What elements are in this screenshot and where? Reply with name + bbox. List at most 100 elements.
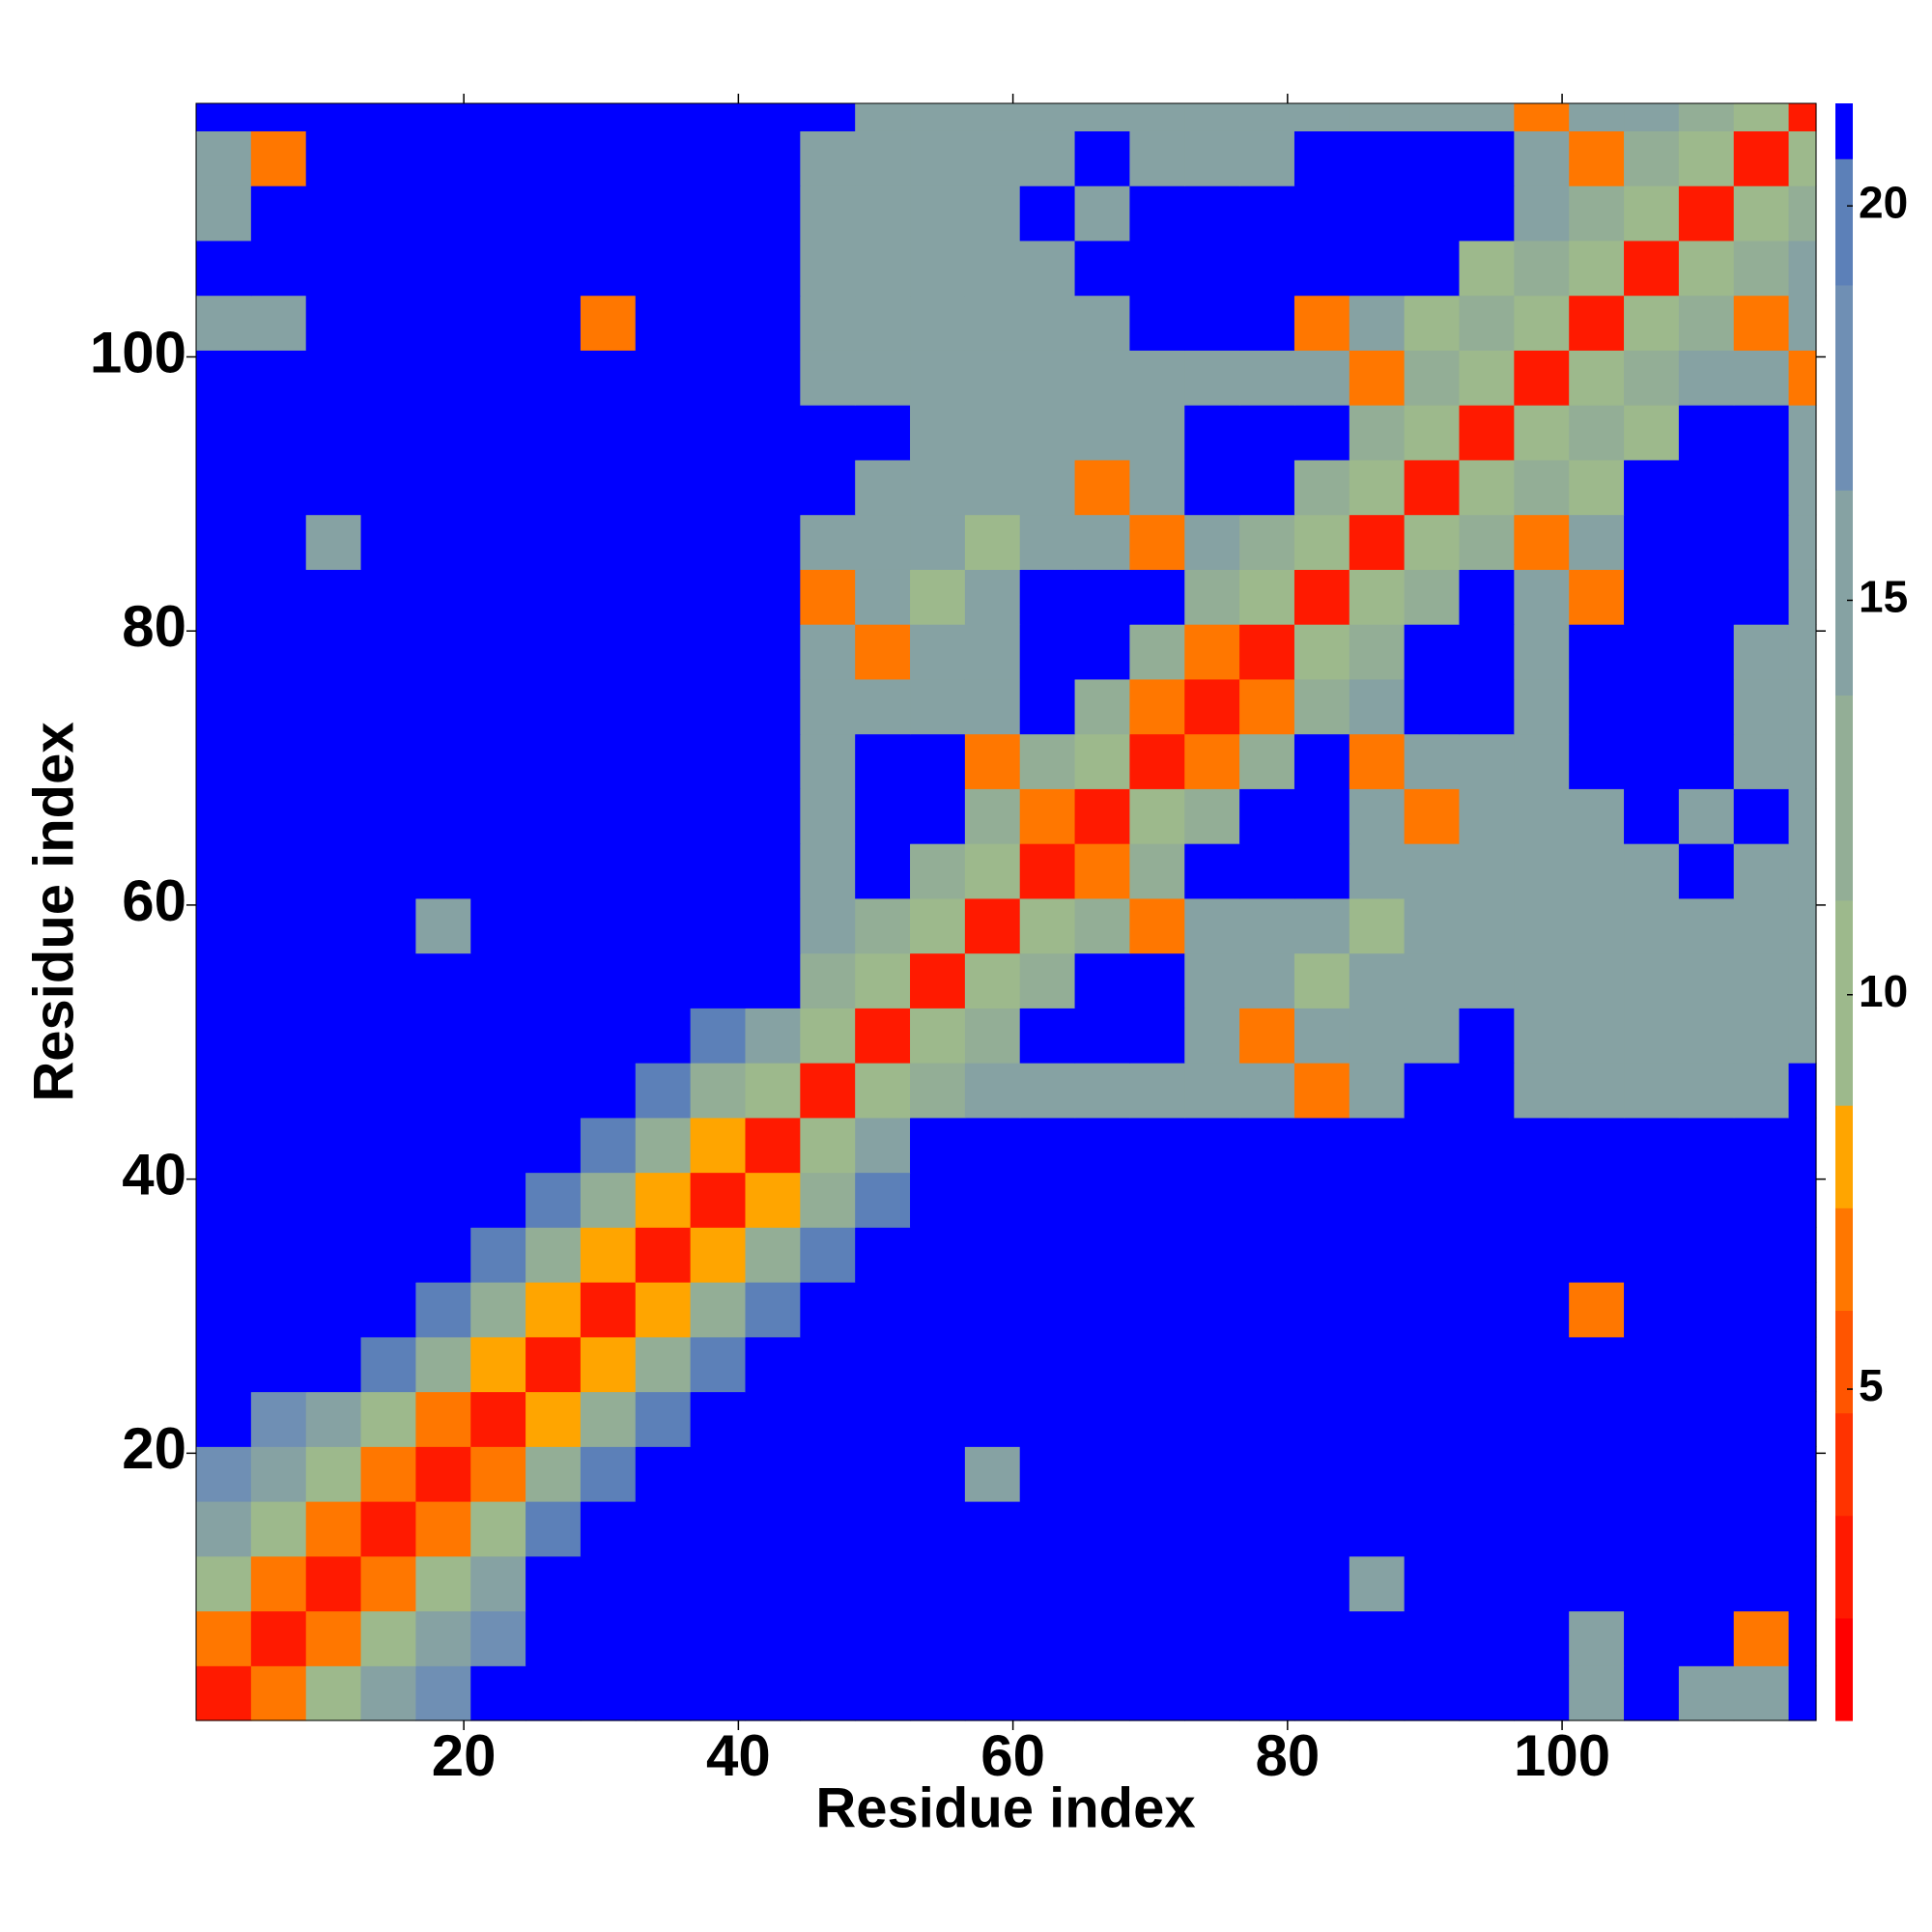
heatmap-cell — [1788, 952, 1817, 1009]
heatmap-cell — [1788, 569, 1817, 625]
heatmap-cell — [250, 350, 307, 406]
colorbar-band — [1835, 158, 1853, 286]
heatmap-cell — [1569, 459, 1625, 516]
heatmap-cell — [305, 103, 362, 131]
heatmap-cell — [1019, 952, 1076, 1009]
heatmap-cell — [1074, 185, 1131, 242]
heatmap-cell — [470, 459, 526, 516]
heatmap-cell — [250, 1172, 307, 1228]
heatmap-cell — [800, 678, 856, 735]
heatmap-cell — [1074, 1610, 1131, 1666]
heatmap-cell — [305, 405, 362, 461]
heatmap-cell — [1293, 1391, 1350, 1447]
heatmap-cell — [1074, 1336, 1131, 1393]
heatmap-cell — [360, 678, 416, 735]
heatmap-cell — [415, 103, 471, 131]
heatmap-cell — [1184, 1501, 1240, 1557]
heatmap-cell — [360, 1446, 416, 1502]
heatmap-cell — [1459, 788, 1515, 844]
heatmap-cell — [1129, 1117, 1185, 1174]
heatmap-cell — [1514, 1501, 1570, 1557]
heatmap-cell — [250, 733, 307, 789]
heatmap-cell — [1624, 240, 1680, 297]
heatmap-cell — [415, 459, 471, 516]
heatmap-cell — [910, 843, 966, 899]
heatmap-cell — [250, 1555, 307, 1612]
heatmap-cell — [1239, 130, 1295, 186]
heatmap-cell — [1129, 843, 1185, 899]
heatmap-cell — [250, 952, 307, 1009]
heatmap-cell — [305, 459, 362, 516]
colorbar-band — [1835, 284, 1853, 491]
heatmap-cell — [526, 1172, 582, 1228]
heatmap-cell — [635, 788, 692, 844]
heatmap-cell — [580, 624, 637, 680]
heatmap-cell — [690, 1665, 747, 1721]
heatmap-cell — [1074, 788, 1131, 844]
heatmap-cell — [1349, 1665, 1406, 1721]
heatmap-cell — [360, 897, 416, 954]
heatmap-cell — [415, 1446, 471, 1502]
heatmap-cell — [690, 1555, 747, 1612]
heatmap-cell — [1788, 1172, 1817, 1228]
heatmap-cell — [196, 1501, 252, 1557]
heatmap-cell — [250, 1446, 307, 1502]
heatmap-cell — [1514, 624, 1570, 680]
heatmap-cell — [1404, 514, 1461, 570]
heatmap-cell — [360, 103, 416, 131]
colorbar-band — [1835, 1617, 1853, 1721]
heatmap-cell — [1514, 1008, 1570, 1064]
heatmap-cell — [635, 1610, 692, 1666]
heatmap-cell — [745, 624, 801, 680]
heatmap-cell — [526, 240, 582, 297]
heatmap-cell — [1624, 1336, 1680, 1393]
heatmap-cell — [1293, 733, 1350, 789]
heatmap-cell — [1074, 1172, 1131, 1228]
heatmap-cell — [360, 240, 416, 297]
heatmap-cell — [1074, 405, 1131, 461]
heatmap-cell — [1019, 897, 1076, 954]
heatmap-cell — [1624, 1501, 1680, 1557]
heatmap-cell — [1349, 1446, 1406, 1502]
heatmap-cell — [1074, 733, 1131, 789]
heatmap-cell — [1349, 185, 1406, 242]
heatmap-cell — [1404, 1117, 1461, 1174]
heatmap-cell — [1239, 788, 1295, 844]
heatmap-cell — [1459, 185, 1515, 242]
heatmap-cell — [910, 952, 966, 1009]
heatmap-cell — [855, 1336, 911, 1393]
heatmap-cell — [580, 733, 637, 789]
heatmap-cell — [580, 103, 637, 131]
heatmap-cell — [415, 1555, 471, 1612]
heatmap-cell — [1569, 1008, 1625, 1064]
heatmap-cell — [1129, 130, 1185, 186]
heatmap-cell — [855, 1063, 911, 1119]
heatmap-cell — [1624, 1008, 1680, 1064]
heatmap-cell — [690, 1063, 747, 1119]
heatmap-cell — [800, 459, 856, 516]
heatmap-cell — [415, 185, 471, 242]
heatmap-cell — [1569, 952, 1625, 1009]
heatmap-cell — [250, 1063, 307, 1119]
heatmap-cell — [1514, 1665, 1570, 1721]
heatmap-cell — [1514, 843, 1570, 899]
heatmap-cell — [910, 130, 966, 186]
heatmap-cell — [1404, 459, 1461, 516]
heatmap-cell — [470, 405, 526, 461]
heatmap-cell — [1404, 678, 1461, 735]
heatmap-cell — [360, 733, 416, 789]
heatmap-cell — [1239, 1172, 1295, 1228]
heatmap-cell — [1404, 1446, 1461, 1502]
heatmap-cell — [1129, 952, 1185, 1009]
heatmap-cell — [855, 514, 911, 570]
heatmap-cell — [1459, 897, 1515, 954]
heatmap-cell — [1678, 514, 1735, 570]
heatmap-cell — [964, 1665, 1021, 1721]
heatmap-cell — [1733, 1501, 1790, 1557]
heatmap-cell — [526, 295, 582, 351]
heatmap-cell — [910, 678, 966, 735]
heatmap-cell — [1404, 952, 1461, 1009]
heatmap-cell — [1019, 1282, 1076, 1338]
heatmap-cell — [250, 1665, 307, 1721]
heatmap-cell — [1349, 1008, 1406, 1064]
